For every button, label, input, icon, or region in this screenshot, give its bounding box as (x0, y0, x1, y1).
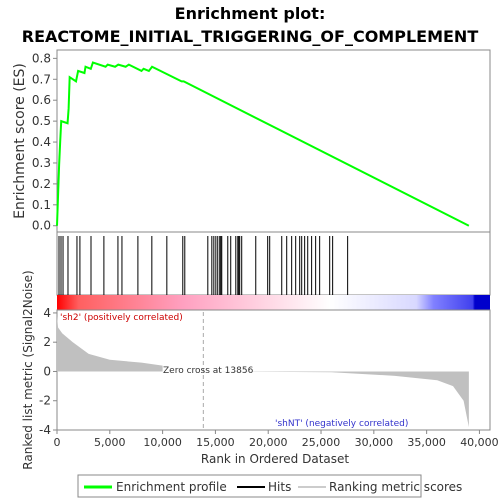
legend-label: Hits (268, 480, 291, 494)
x-tick-label: 20,000 (249, 436, 288, 449)
x-tick-label: 10,000 (143, 436, 182, 449)
y-label: Enrichment score (ES) (12, 63, 28, 219)
annotation: 'shNT' (negatively correlated) (275, 419, 408, 429)
x-tick-label: 30,000 (355, 436, 394, 449)
annotation: 'sh2' (positively correlated) (60, 313, 183, 323)
legend-label: Ranking metric scores (329, 480, 462, 494)
y-tick-label: 0.8 (32, 51, 51, 65)
metric-area (57, 315, 469, 428)
title: REACTOME_INITIAL_TRIGGERING_OF_COMPLEMEN… (22, 27, 479, 46)
y-tick-label: -2 (39, 394, 51, 408)
annotation: Zero cross at 13856 (163, 366, 254, 376)
y-tick-label: 0.3 (32, 156, 51, 170)
y-tick-label: 0.6 (32, 93, 51, 107)
x-tick-label: 15,000 (196, 436, 235, 449)
y-tick-label: 0.2 (32, 177, 51, 191)
y-label: Ranked list metric (Signal2Noise) (21, 270, 35, 469)
y-tick-label: 0.1 (32, 198, 51, 212)
x-tick-label: 40,000 (460, 436, 499, 449)
y-tick-label: 4 (43, 306, 51, 320)
y-tick-label: 2 (43, 335, 51, 349)
y-tick-label: 0.4 (32, 135, 51, 149)
y-tick-label: 0.5 (32, 114, 51, 128)
x-tick-label: 35,000 (407, 436, 446, 449)
x-tick-label: 5,000 (94, 436, 126, 449)
y-tick-label: 0 (43, 364, 51, 378)
y-tick-label: -4 (39, 423, 51, 437)
es-panel (56, 49, 491, 233)
y-tick-label: 0.7 (32, 72, 51, 86)
x-tick-label: 0 (54, 436, 61, 449)
y-tick-label: 0.0 (32, 219, 51, 233)
legend-label: Enrichment profile (116, 480, 227, 494)
x-label: Rank in Ordered Dataset (201, 452, 349, 466)
x-tick-label: 25,000 (302, 436, 341, 449)
es-line (56, 61, 470, 227)
hits-panel (56, 231, 491, 296)
color-bar (57, 295, 490, 310)
title: Enrichment plot: (175, 4, 326, 23)
